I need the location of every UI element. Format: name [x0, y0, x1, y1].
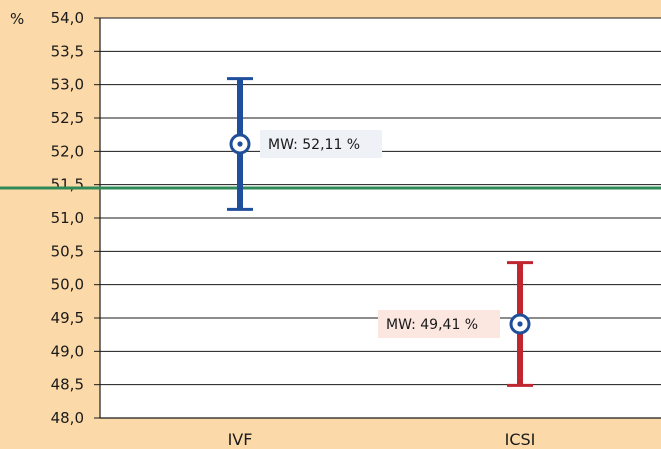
- x-tick-label: IVF: [228, 430, 253, 449]
- error-bar-ivf: MW: 52,11 %: [227, 77, 382, 211]
- y-tick-label: 49,5: [51, 309, 84, 327]
- mean-annotation: MW: 52,11 %: [268, 137, 360, 153]
- y-tick-label: 50,5: [51, 242, 84, 260]
- x-tick-label: ICSI: [505, 430, 536, 449]
- mean-annotation: MW: 49,41 %: [386, 317, 478, 333]
- y-tick-label: 52,0: [51, 142, 84, 160]
- y-tick-label: 50,0: [51, 276, 84, 294]
- y-tick-label: 54,0: [51, 9, 84, 27]
- series: MW: 52,11 % MW: 49,41 %: [227, 77, 533, 387]
- y-tick-label: 53,5: [51, 42, 84, 60]
- y-tick-label: 52,5: [51, 109, 84, 127]
- y-tick-label: 48,0: [51, 409, 84, 427]
- mean-annotation-box: [378, 310, 500, 338]
- y-tick-label: 51,5: [51, 176, 84, 194]
- x-tick-labels: IVF ICSI: [228, 430, 536, 449]
- error-bar-icsi: MW: 49,41 %: [378, 261, 533, 387]
- mean-point-center: [517, 321, 523, 327]
- mean-point-center: [237, 141, 243, 147]
- mean-annotation-box: [260, 130, 382, 158]
- y-tick-label: 48,5: [51, 376, 84, 394]
- y-tick-label: 53,0: [51, 76, 84, 94]
- y-unit-label: %: [10, 10, 24, 28]
- y-tick-labels: 54,0 53,5 53,0 52,5 52,0 51,5 51,0 50,5 50,0 49,5…: [51, 9, 84, 427]
- y-tick-label: 49,0: [51, 342, 84, 360]
- y-tick-label: 51,0: [51, 209, 84, 227]
- axes: [94, 17, 661, 419]
